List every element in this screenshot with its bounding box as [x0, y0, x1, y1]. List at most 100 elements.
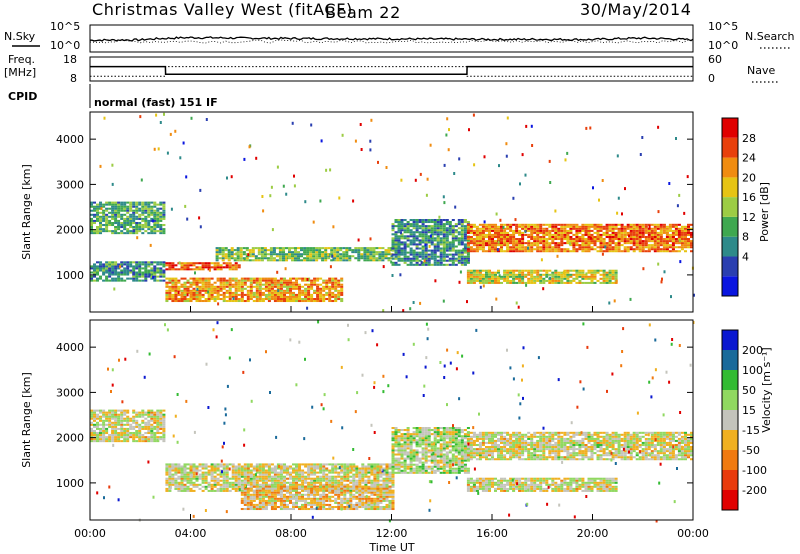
heatmap-cell: [177, 477, 181, 480]
heatmap-cell: [93, 434, 97, 437]
heatmap-cell: [406, 221, 410, 224]
heatmap-cell: [108, 275, 112, 278]
heatmap-cell: [539, 225, 543, 228]
heatmap-cell: [357, 251, 361, 254]
heatmap-cell: [397, 247, 401, 250]
heatmap-cell: [415, 251, 419, 254]
heatmap-cell: [162, 432, 166, 435]
heatmap-cell: [267, 493, 271, 496]
heatmap-speckle: [448, 128, 450, 132]
heatmap-cell: [659, 238, 663, 241]
heatmap-cell: [599, 281, 603, 284]
heatmap-cell: [328, 287, 332, 290]
heatmap-cell: [289, 283, 293, 286]
heatmap-cell: [460, 229, 464, 232]
heatmap-cell: [283, 503, 287, 506]
heatmap-cell: [249, 281, 253, 284]
heatmap-cell: [641, 248, 645, 251]
heatmap-cell: [355, 481, 359, 484]
heatmap-cell: [309, 249, 313, 252]
heatmap-speckle: [525, 124, 528, 128]
heatmap-cell: [665, 227, 669, 230]
heatmap-cell: [361, 479, 365, 482]
heatmap-cell: [279, 465, 283, 468]
heatmap-cell: [397, 235, 401, 238]
heatmap-cell: [563, 223, 567, 226]
heatmap-cell: [108, 423, 112, 426]
heatmap-cell: [509, 273, 513, 276]
heatmap-cell: [150, 261, 154, 264]
heatmap-cell: [174, 289, 178, 292]
heatmap-cell: [234, 487, 238, 490]
heatmap-cell: [174, 293, 178, 296]
heatmap-cell: [246, 295, 250, 298]
heatmap-cell: [527, 240, 531, 243]
heatmap-speckle: [270, 279, 273, 283]
heatmap-cell: [278, 249, 282, 252]
heatmap-cell: [180, 291, 184, 294]
heatmap-cell: [286, 503, 290, 506]
heatmap-cell: [409, 225, 413, 228]
heatmap-cell: [252, 291, 256, 294]
heatmap-cell: [542, 248, 546, 251]
heatmap-cell: [120, 419, 124, 422]
heatmap-cell: [254, 257, 258, 260]
heatmap-cell: [138, 207, 142, 210]
heatmap-cell: [162, 217, 166, 220]
heatmap-cell: [485, 242, 489, 245]
heatmap-cell: [572, 269, 576, 272]
heatmap-cell: [192, 293, 196, 296]
heatmap-cell: [361, 471, 365, 474]
heatmap-cell: [198, 298, 202, 301]
heatmap-cell: [111, 440, 115, 443]
heatmap-cell: [141, 213, 145, 216]
heatmap-cell: [566, 229, 570, 232]
heatmap-cell: [596, 236, 600, 239]
heatmap-cell: [207, 289, 211, 292]
heatmap-cell: [168, 289, 172, 292]
heatmap-cell: [548, 229, 552, 232]
heatmap-cell: [261, 485, 265, 488]
heatmap-cell: [367, 475, 371, 478]
heatmap-cell: [394, 243, 398, 246]
heatmap-cell: [334, 483, 338, 486]
heatmap-cell: [189, 487, 193, 490]
heatmap-cell: [593, 275, 597, 278]
heatmap-cell: [647, 248, 651, 251]
heatmap-cell: [334, 298, 338, 301]
heatmap-cell: [674, 223, 678, 226]
heatmap-cell: [246, 465, 250, 468]
heatmap-cell: [195, 469, 199, 472]
heatmap-cell: [150, 436, 154, 439]
heatmap-cell: [234, 287, 238, 290]
heatmap-cell: [295, 491, 299, 494]
heatmap-cell: [536, 223, 540, 226]
heatmap-cell: [129, 222, 133, 225]
heatmap-cell: [295, 287, 299, 290]
heatmap-cell: [222, 463, 226, 466]
heatmap-cell: [638, 229, 642, 232]
heatmap-cell: [237, 473, 241, 476]
heatmap-cell: [421, 263, 425, 266]
heatmap-cell: [433, 253, 437, 256]
heatmap-cell: [370, 465, 374, 468]
heatmap-cell: [563, 271, 567, 274]
heatmap-cell: [267, 495, 271, 498]
heatmap-cell: [120, 430, 124, 433]
heatmap-cell: [261, 495, 265, 498]
heatmap-cell: [614, 223, 618, 226]
heatmap-cell: [512, 269, 516, 272]
heatmap-cell: [351, 251, 355, 254]
heatmap-cell: [352, 469, 356, 472]
heatmap-cell: [252, 469, 256, 472]
heatmap-cell: [180, 489, 184, 492]
heatmap-cell: [587, 227, 591, 230]
heatmap-cell: [319, 463, 323, 466]
heatmap-speckle: [458, 280, 461, 284]
heatmap-cell: [334, 469, 338, 472]
heatmap-cell: [165, 465, 169, 468]
heatmap-cell: [207, 291, 211, 294]
heatmap-cell: [605, 227, 609, 230]
heatmap-cell: [279, 469, 283, 472]
heatmap-cell: [451, 233, 455, 236]
